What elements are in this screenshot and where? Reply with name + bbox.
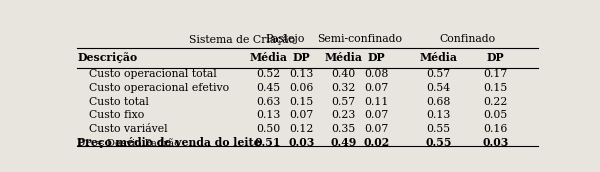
Text: 0.11: 0.11 [365, 96, 389, 107]
Text: 0.07: 0.07 [365, 83, 389, 93]
Text: 0.63: 0.63 [256, 96, 280, 107]
Text: 0.03: 0.03 [482, 137, 509, 148]
Text: Pastejo: Pastejo [265, 34, 304, 44]
Text: Confinado: Confinado [439, 34, 495, 44]
Text: 0.55: 0.55 [427, 124, 451, 134]
Text: 0.57: 0.57 [427, 69, 451, 79]
Text: Custo operacional efetivo: Custo operacional efetivo [89, 83, 229, 93]
Text: DP: DP [368, 52, 386, 63]
Text: 0.07: 0.07 [289, 110, 314, 120]
Text: Semi-confinado: Semi-confinado [317, 34, 403, 44]
Text: 0.22: 0.22 [484, 96, 508, 107]
Text: Custo operacional total: Custo operacional total [89, 69, 217, 79]
Text: 0.68: 0.68 [427, 96, 451, 107]
Text: 0.32: 0.32 [331, 83, 355, 93]
Text: 0.15: 0.15 [289, 96, 314, 107]
Text: 0.54: 0.54 [427, 83, 451, 93]
Text: 0.13: 0.13 [289, 69, 314, 79]
Text: 0.35: 0.35 [331, 124, 355, 134]
Text: 0.40: 0.40 [331, 69, 355, 79]
Text: 0.17: 0.17 [484, 69, 508, 79]
Text: 0.08: 0.08 [365, 69, 389, 79]
Text: 0.51: 0.51 [255, 137, 281, 148]
Text: DP: DP [487, 52, 505, 63]
Text: 0.05: 0.05 [484, 110, 508, 120]
Text: 0.23: 0.23 [331, 110, 355, 120]
Text: 0.55: 0.55 [425, 137, 452, 148]
Text: 0.13: 0.13 [256, 110, 280, 120]
Text: 0.12: 0.12 [289, 124, 314, 134]
Text: Descrição: Descrição [77, 52, 137, 63]
Text: 0.07: 0.07 [365, 110, 389, 120]
Text: 0.49: 0.49 [330, 137, 356, 148]
Text: 0.07: 0.07 [365, 124, 389, 134]
Text: 0.57: 0.57 [331, 96, 355, 107]
Text: Média: Média [249, 52, 287, 63]
Text: 0.06: 0.06 [289, 83, 314, 93]
Text: 0.16: 0.16 [484, 124, 508, 134]
Text: DP: DP [293, 52, 310, 63]
Text: 0.13: 0.13 [427, 110, 451, 120]
Text: DP = Desvio Padrão: DP = Desvio Padrão [77, 139, 181, 148]
Text: 0.02: 0.02 [364, 137, 390, 148]
Text: Média: Média [419, 52, 458, 63]
Text: Custo total: Custo total [89, 96, 149, 107]
Text: Média: Média [325, 52, 362, 63]
Text: 0.15: 0.15 [484, 83, 508, 93]
Text: 0.52: 0.52 [256, 69, 280, 79]
Text: Sistema de Criação: Sistema de Criação [190, 34, 295, 45]
Text: Preço médio de venda do leite: Preço médio de venda do leite [77, 137, 261, 148]
Text: 0.50: 0.50 [256, 124, 280, 134]
Text: Custo variável: Custo variável [89, 124, 167, 134]
Text: Custo fixo: Custo fixo [89, 110, 144, 120]
Text: 0.45: 0.45 [256, 83, 280, 93]
Text: 0.03: 0.03 [288, 137, 314, 148]
